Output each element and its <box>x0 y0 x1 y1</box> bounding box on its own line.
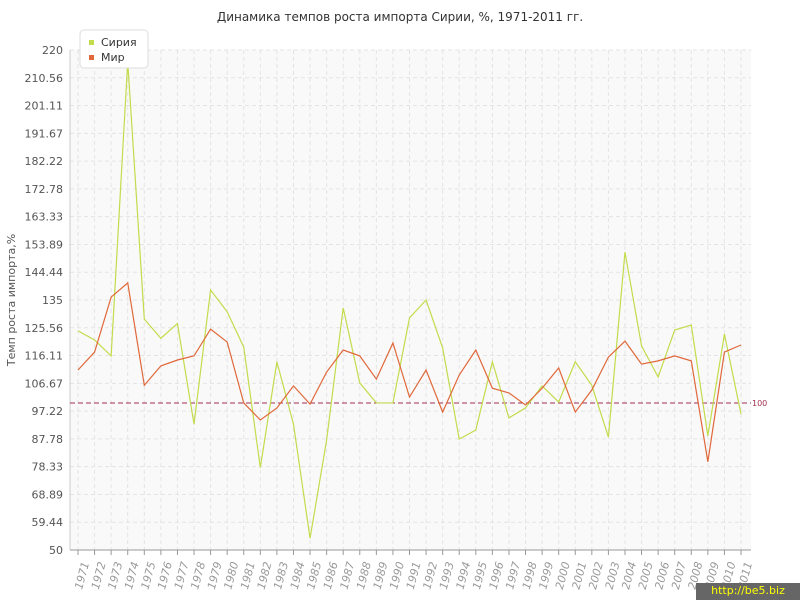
y-tick-label: 172.78 <box>25 183 64 196</box>
y-tick-label: 68.89 <box>32 488 64 501</box>
y-tick-label: 220 <box>42 44 63 57</box>
y-tick-label: 50 <box>49 544 63 557</box>
watermark: http://be5.biz <box>711 584 785 597</box>
y-axis-label: Темп роста импорта,% <box>5 234 18 367</box>
y-tick-label: 106.67 <box>25 377 64 390</box>
legend-swatch <box>89 55 94 60</box>
legend-label: Мир <box>101 51 125 64</box>
y-tick-label: 210.56 <box>25 72 64 85</box>
y-tick-label: 78.33 <box>32 461 64 474</box>
watermark-bg <box>696 583 800 600</box>
legend-box <box>79 29 149 69</box>
series-line <box>77 61 742 539</box>
legend-label: Сирия <box>101 36 137 49</box>
reference-label: 100 <box>752 399 767 408</box>
y-tick-label: 116.11 <box>25 350 64 363</box>
legend-swatch <box>89 40 94 45</box>
y-tick-label: 87.78 <box>32 433 64 446</box>
chart-title: Динамика темпов роста импорта Сирии, %, … <box>217 10 583 24</box>
y-tick-label: 144.44 <box>25 266 64 279</box>
y-tick-label: 163.33 <box>25 211 64 224</box>
y-tick-label: 125.56 <box>25 322 64 335</box>
y-tick-label: 97.22 <box>32 405 64 418</box>
y-tick-label: 135 <box>42 294 63 307</box>
y-tick-label: 191.67 <box>25 127 64 140</box>
plot-area <box>70 50 751 550</box>
series-line <box>77 281 742 462</box>
y-tick-label: 153.89 <box>25 238 64 251</box>
y-tick-label: 201.11 <box>25 100 64 113</box>
y-tick-label: 59.44 <box>32 516 64 529</box>
legend: Сирия Мир <box>79 29 149 69</box>
y-tick-label: 182.22 <box>25 155 64 168</box>
